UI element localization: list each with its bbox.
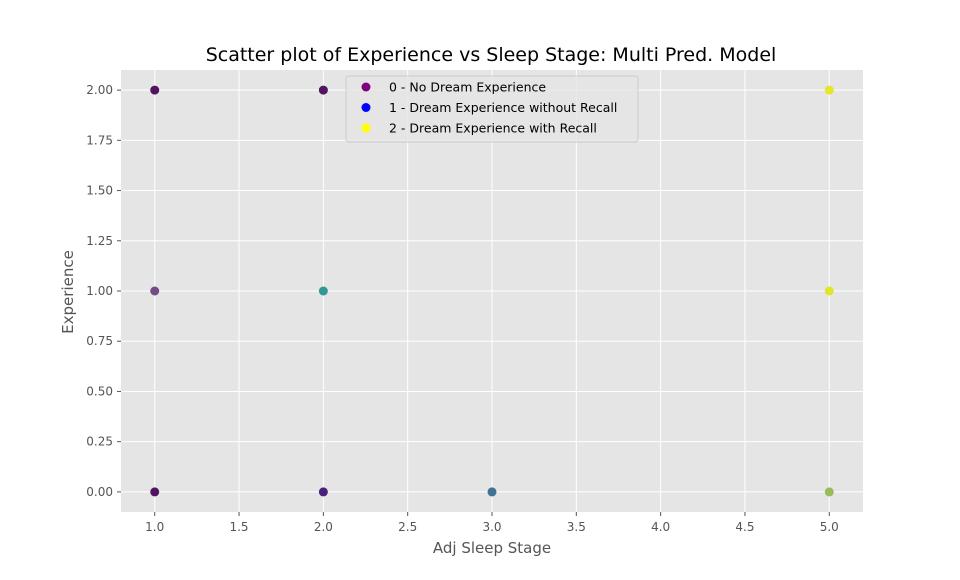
data-point <box>150 85 160 95</box>
plot-area: 1.0 1.5 2.0 2.5 3.0 3.5 4.0 4.5 5.0 0.00 0.25 0.50 0… <box>86 70 863 534</box>
x-tick-label: 2.0 <box>314 520 333 534</box>
legend-label: 1 - Dream Experience without Recall <box>389 100 617 115</box>
y-tick-label: 1.75 <box>86 133 113 147</box>
legend-label: 2 - Dream Experience with Recall <box>389 121 597 136</box>
y-tick-label: 0.00 <box>86 485 113 499</box>
data-point <box>824 286 834 296</box>
y-tick-label: 1.25 <box>86 234 113 248</box>
x-axis-label: Adj Sleep Stage <box>433 539 551 557</box>
data-point <box>824 85 834 95</box>
legend-marker <box>361 123 371 133</box>
data-point <box>150 487 160 497</box>
legend-box <box>345 75 639 143</box>
legend-marker <box>361 82 371 92</box>
y-tick-label: 1.00 <box>86 284 113 298</box>
legend-marker <box>361 103 371 112</box>
x-tick-label: 2.5 <box>398 520 417 534</box>
data-point <box>318 286 328 296</box>
y-tick-label: 0.75 <box>86 334 113 348</box>
y-tick-label: 0.50 <box>86 384 113 398</box>
x-tick-label: 4.0 <box>651 520 670 534</box>
data-point <box>318 487 328 497</box>
chart-title: Scatter plot of Experience vs Sleep Stag… <box>206 44 777 66</box>
data-point <box>824 487 834 497</box>
x-tick-label: 1.5 <box>229 520 248 534</box>
data-point <box>318 85 328 95</box>
x-tick-label: 1.0 <box>145 520 164 534</box>
x-tick-label: 3.0 <box>482 520 501 534</box>
x-tick-label: 3.5 <box>567 520 586 534</box>
y-tick-label: 0.25 <box>86 435 113 449</box>
data-point <box>487 487 497 497</box>
y-tick-label: 2.00 <box>86 83 113 97</box>
legend-label: 0 - No Dream Experience <box>389 80 546 95</box>
data-point <box>150 286 160 296</box>
legend: 0 - No Dream Experience 1 - Dream Experie… <box>345 75 639 143</box>
y-axis-label: Experience <box>59 250 77 334</box>
y-tick-label: 1.50 <box>86 184 113 198</box>
x-tick-label: 5.0 <box>820 520 839 534</box>
x-tick-label: 4.5 <box>735 520 754 534</box>
